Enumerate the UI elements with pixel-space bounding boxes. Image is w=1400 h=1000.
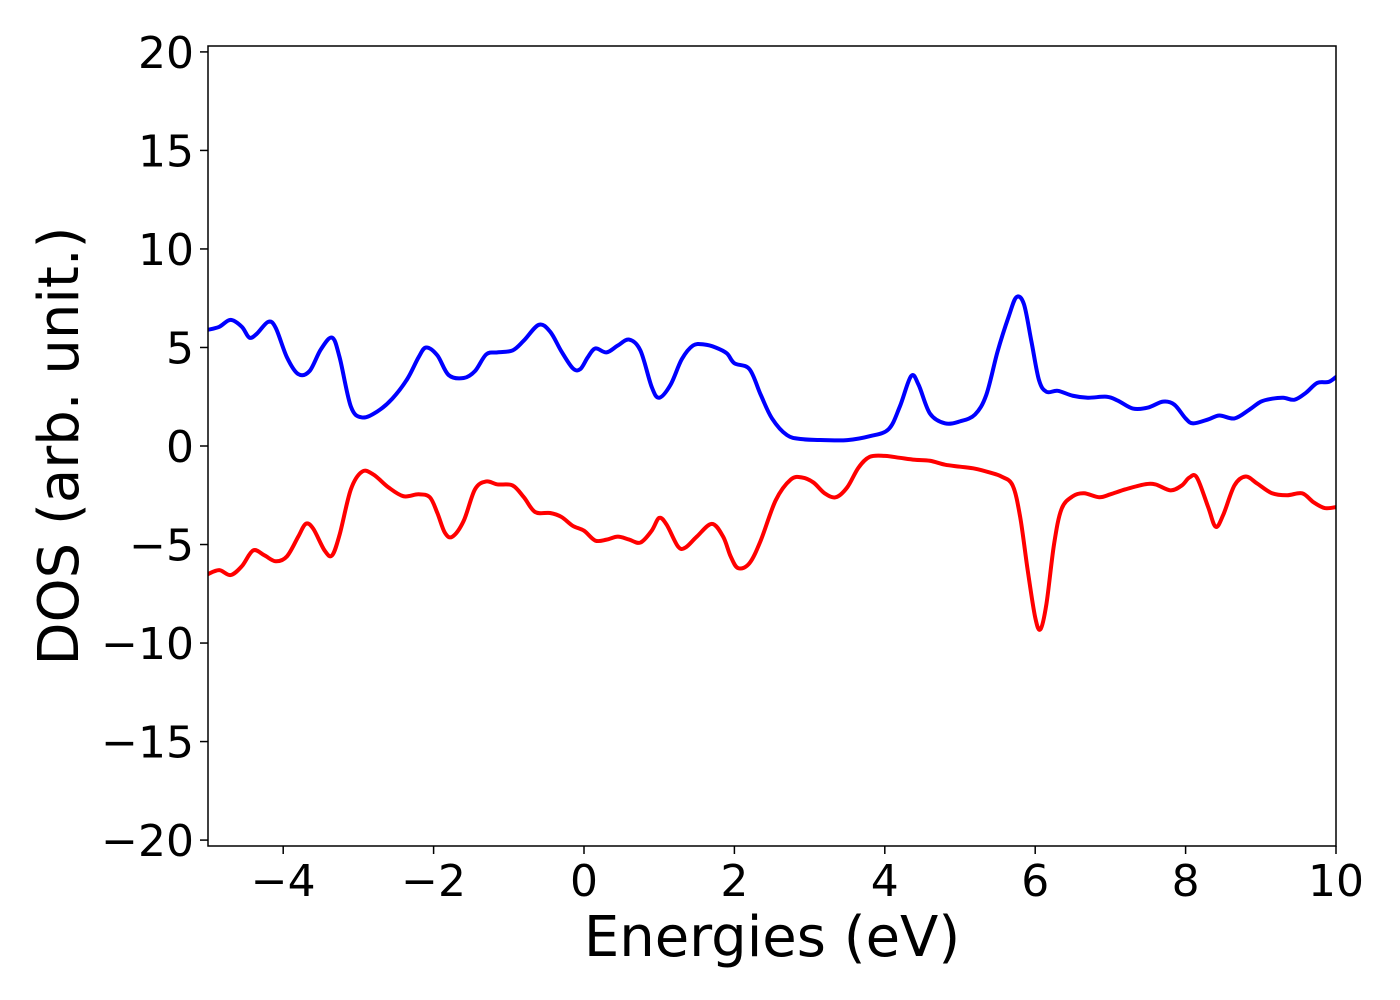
y-tick-label: 20 xyxy=(138,28,194,79)
x-axis-ticks: −4 −2 0 2 4 6 8 10 xyxy=(251,846,1364,907)
x-tick-label: 6 xyxy=(1021,856,1049,907)
x-tick-label: 0 xyxy=(570,856,598,907)
plot-frame xyxy=(207,45,1337,847)
x-tick-label: 10 xyxy=(1308,856,1364,907)
y-tick-label: −15 xyxy=(101,718,194,769)
y-tick-label: −5 xyxy=(129,521,194,572)
y-tick-label: −20 xyxy=(101,816,194,867)
x-tick-label: 4 xyxy=(871,856,899,907)
series-line-1 xyxy=(208,294,1336,443)
y-tick-label: 15 xyxy=(138,126,194,177)
series-line-2 xyxy=(208,453,1336,632)
y-axis-ticks: −20 −15 −10 −5 0 5 10 15 20 xyxy=(101,28,208,867)
y-tick-label: 5 xyxy=(166,323,194,374)
y-axis-label: DOS (arb. unit.) xyxy=(27,226,92,665)
x-tick-label: −2 xyxy=(401,856,466,907)
x-tick-label: −4 xyxy=(251,856,316,907)
x-tick-label: 2 xyxy=(720,856,748,907)
y-tick-label: 0 xyxy=(166,422,194,473)
y-tick-label: 10 xyxy=(138,225,194,276)
x-tick-label: 8 xyxy=(1172,856,1200,907)
x-axis-label: Energies (eV) xyxy=(584,905,960,970)
y-tick-label: −10 xyxy=(101,619,194,670)
series-layer xyxy=(208,294,1336,632)
